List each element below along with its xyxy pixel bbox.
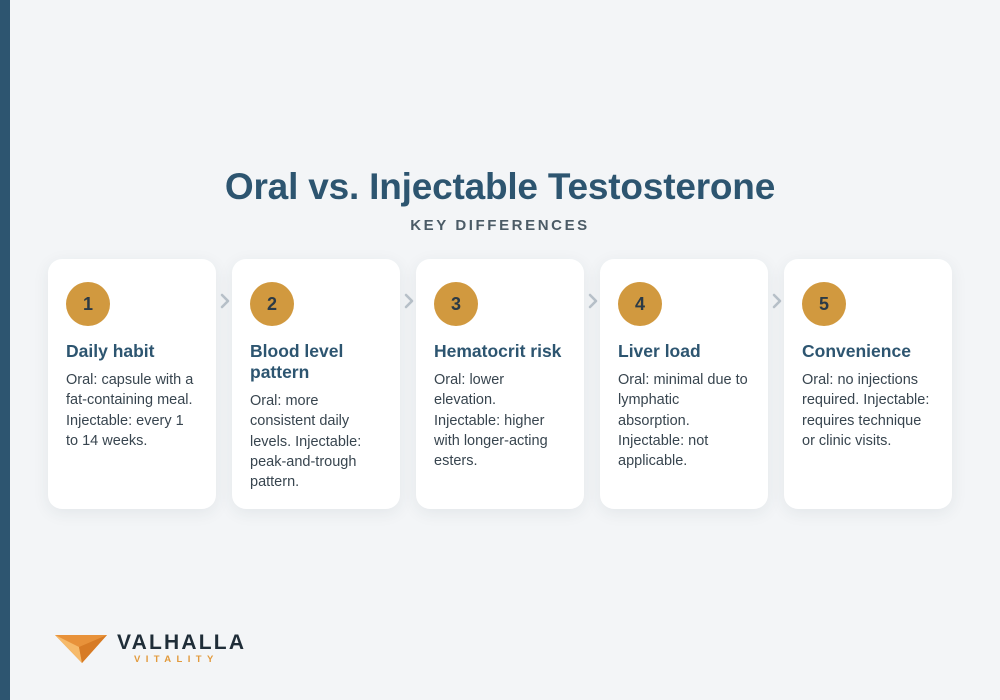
- step-number-badge: 4: [618, 282, 662, 326]
- step-heading: Liver load: [618, 341, 701, 361]
- brand-logo: VALHALLA VITALITY: [55, 630, 255, 670]
- page-subtitle: KEY DIFFERENCES: [410, 217, 590, 234]
- step-description: Oral: more consistent daily levels. Inje…: [250, 393, 362, 491]
- step-description: Oral: no injections required. Injectable…: [802, 372, 930, 449]
- step-card-1: 1 Daily habit Oral: capsule with a fat-c…: [48, 259, 216, 509]
- step-number-badge: 2: [250, 282, 294, 326]
- step-description: Oral: capsule with a fat-containing meal…: [66, 372, 194, 449]
- step-description: Oral: lower elevation. Injectable: highe…: [434, 372, 548, 470]
- chevron-right-icon: [772, 293, 782, 309]
- step-number-badge: 3: [434, 282, 478, 326]
- step-heading: Hematocrit risk: [434, 341, 562, 361]
- step-heading: Daily habit: [66, 341, 155, 361]
- brand-name: VALHALLA: [117, 631, 247, 654]
- comparison-steps: 1 Daily habit Oral: capsule with a fat-c…: [48, 259, 952, 509]
- step-card-4: 4 Liver load Oral: minimal due to lympha…: [600, 259, 768, 509]
- step-card-5: 5 Convenience Oral: no injections requir…: [784, 259, 952, 509]
- step-heading: Convenience: [802, 341, 911, 361]
- step-heading: Blood level pattern: [250, 341, 344, 382]
- step-number-badge: 1: [66, 282, 110, 326]
- chevron-right-icon: [220, 293, 230, 309]
- chevron-right-icon: [404, 293, 414, 309]
- step-description: Oral: minimal due to lymphatic absorptio…: [618, 372, 748, 470]
- step-card-2: 2 Blood level pattern Oral: more consist…: [232, 259, 400, 509]
- valhalla-logo-icon: [55, 635, 107, 663]
- brand-tagline: VITALITY: [134, 654, 219, 665]
- step-number-badge: 5: [802, 282, 846, 326]
- page-title: Oral vs. Injectable Testosterone: [224, 166, 776, 207]
- left-accent-bar: [0, 0, 10, 700]
- chevron-right-icon: [588, 293, 598, 309]
- step-card-3: 3 Hematocrit risk Oral: lower elevation.…: [416, 259, 584, 509]
